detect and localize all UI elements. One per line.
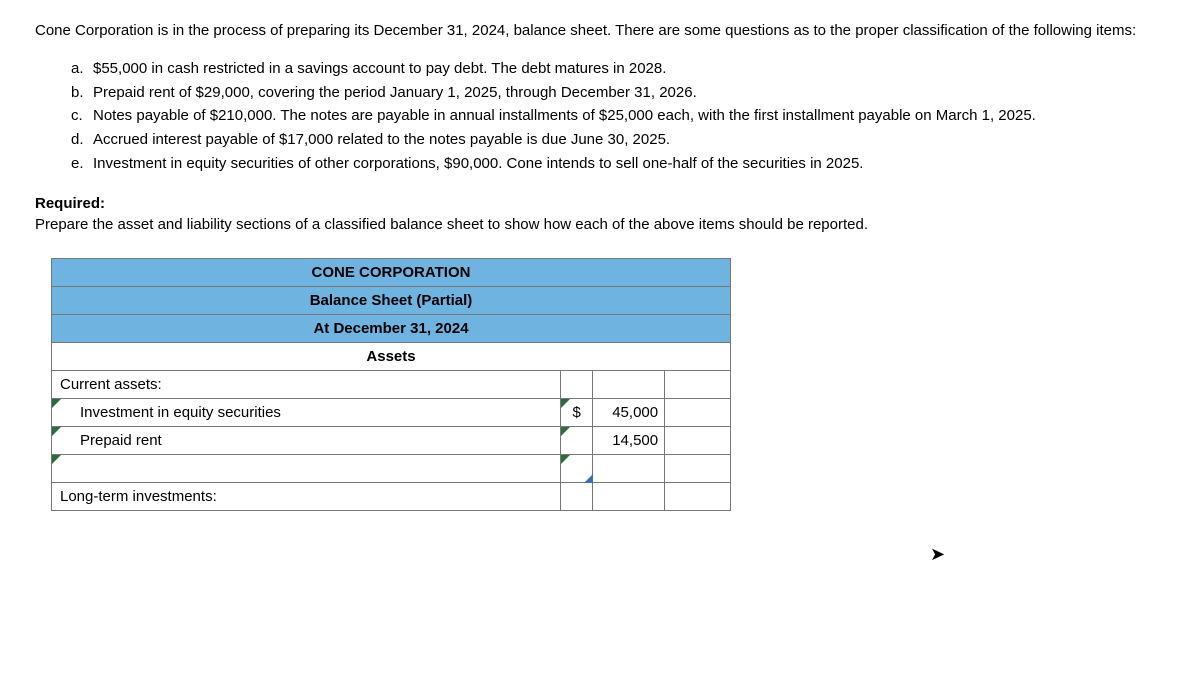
empty-cell (665, 455, 731, 483)
row-label[interactable] (52, 455, 561, 483)
dollar-cell (561, 483, 593, 511)
value-cell[interactable]: 45,000 (593, 399, 665, 427)
item-list: a. $55,000 in cash restricted in a savin… (35, 58, 1165, 175)
dollar-cell: $ (561, 399, 593, 427)
item-letter: b. (71, 82, 93, 104)
value-cell[interactable] (593, 483, 665, 511)
item-letter: d. (71, 129, 93, 151)
sheet-header-row: At December 31, 2024 (52, 315, 731, 343)
item-letter: a. (71, 58, 93, 80)
table-row: Current assets: (52, 371, 731, 399)
table-row (52, 455, 731, 483)
item-text: $55,000 in cash restricted in a savings … (93, 58, 666, 80)
section-row: Assets (52, 343, 731, 371)
value-cell[interactable] (593, 371, 665, 399)
list-item: c. Notes payable of $210,000. The notes … (71, 105, 1165, 127)
empty-cell (665, 427, 731, 455)
empty-cell (665, 399, 731, 427)
table-row: Long-term investments: (52, 483, 731, 511)
list-item: d. Accrued interest payable of $17,000 r… (71, 129, 1165, 151)
dollar-cell (561, 455, 593, 483)
dollar-cell (561, 371, 593, 399)
item-text: Accrued interest payable of $17,000 rela… (93, 129, 670, 151)
required-block: Required: Prepare the asset and liabilit… (35, 193, 1165, 237)
sheet-header-row: CONE CORPORATION (52, 259, 731, 287)
balance-sheet-table: CONE CORPORATION Balance Sheet (Partial)… (51, 258, 731, 511)
value-cell[interactable] (593, 455, 665, 483)
list-item: a. $55,000 in cash restricted in a savin… (71, 58, 1165, 80)
item-letter: c. (71, 105, 93, 127)
cursor-icon: ➤ (930, 544, 945, 565)
row-label[interactable]: Prepaid rent (52, 427, 561, 455)
required-label: Required: (35, 195, 105, 212)
sheet-date: At December 31, 2024 (52, 316, 730, 341)
section-label: Assets (52, 343, 731, 371)
sheet-subtitle: Balance Sheet (Partial) (52, 288, 730, 313)
sheet-header-row: Balance Sheet (Partial) (52, 287, 731, 315)
item-text: Investment in equity securities of other… (93, 153, 863, 175)
intro-text: Cone Corporation is in the process of pr… (35, 20, 1165, 42)
table-row: Investment in equity securities $ 45,000 (52, 399, 731, 427)
item-text: Notes payable of $210,000. The notes are… (93, 105, 1036, 127)
list-item: e. Investment in equity securities of ot… (71, 153, 1165, 175)
sheet-title: CONE CORPORATION (52, 260, 730, 285)
dollar-cell (561, 427, 593, 455)
item-text: Prepaid rent of $29,000, covering the pe… (93, 82, 697, 104)
row-label[interactable]: Long-term investments: (52, 483, 561, 511)
table-row: Prepaid rent 14,500 (52, 427, 731, 455)
row-label[interactable]: Current assets: (52, 371, 561, 399)
empty-cell (665, 483, 731, 511)
list-item: b. Prepaid rent of $29,000, covering the… (71, 82, 1165, 104)
value-cell[interactable]: 14,500 (593, 427, 665, 455)
row-label[interactable]: Investment in equity securities (52, 399, 561, 427)
required-text: Prepare the asset and liability sections… (35, 216, 868, 233)
item-letter: e. (71, 153, 93, 175)
empty-cell (665, 371, 731, 399)
